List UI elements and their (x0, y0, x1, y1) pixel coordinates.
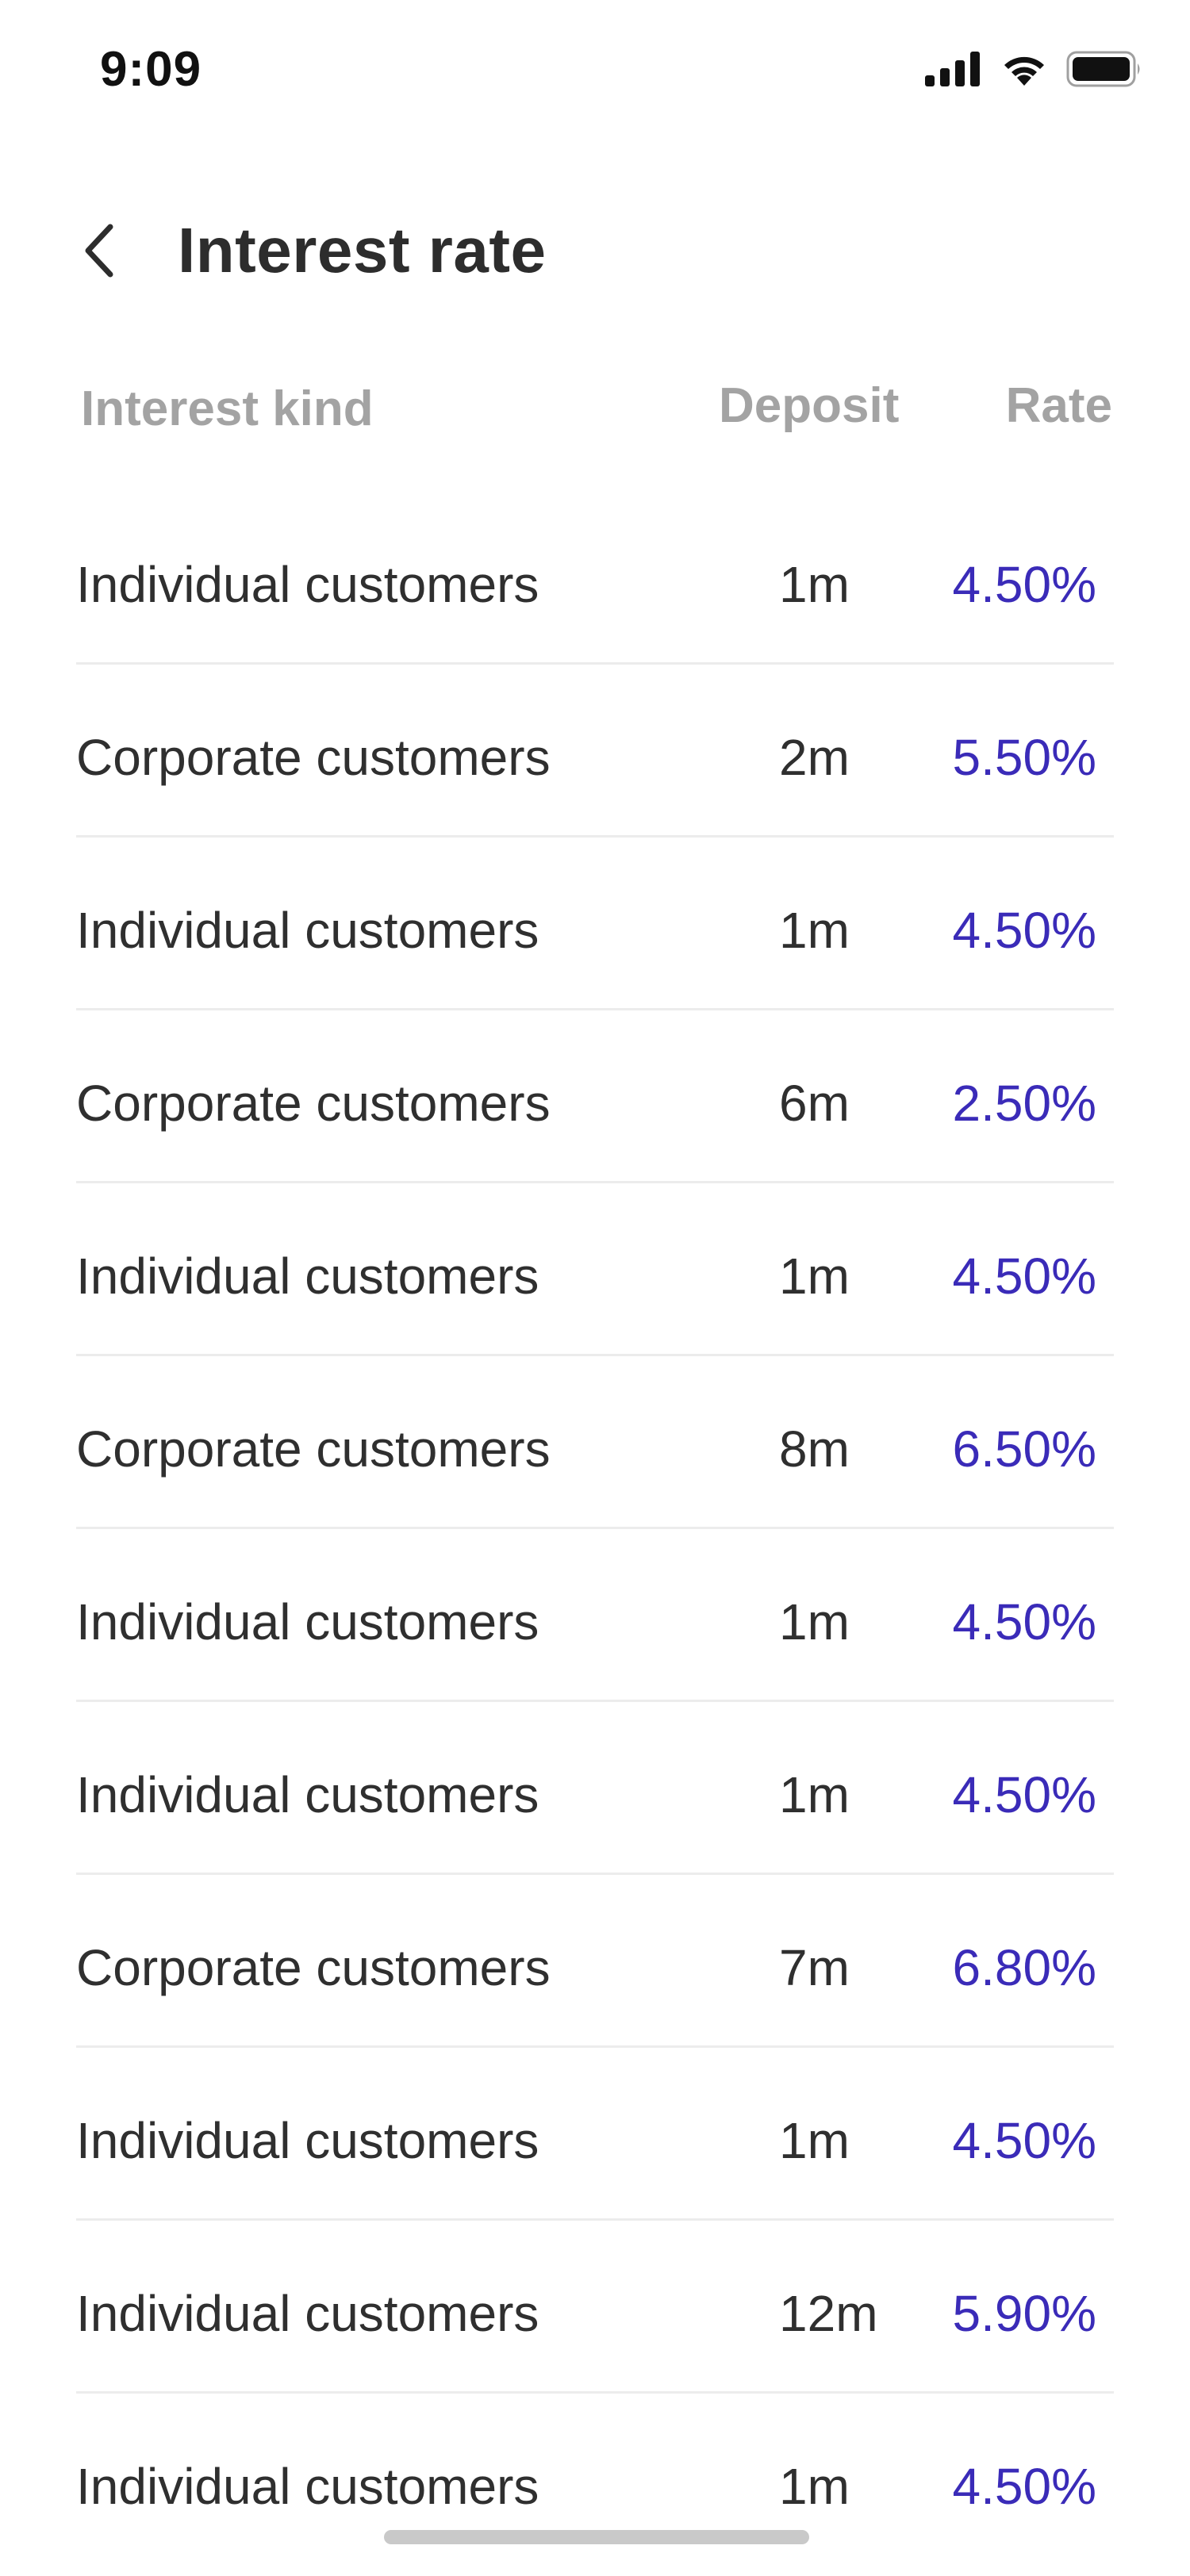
interest-kind: Corporate customers (76, 1420, 551, 1478)
interest-kind: Individual customers (76, 2112, 539, 2169)
deposit-term: 1m (779, 556, 850, 613)
deposit-term: 1m (779, 2458, 850, 2515)
rate-value: 4.50% (952, 902, 1096, 959)
rate-value: 6.80% (952, 1939, 1096, 1996)
table-row[interactable]: Individual customers 1m 4.50% (76, 1183, 1114, 1356)
cellular-signal-icon (925, 52, 982, 90)
table-row[interactable]: Individual customers 1m 4.50% (76, 2048, 1114, 2221)
home-indicator[interactable] (384, 2530, 809, 2544)
deposit-term: 7m (779, 1939, 850, 1996)
table-row[interactable]: Individual customers 12m 5.90% (76, 2221, 1114, 2394)
deposit-term: 1m (779, 2112, 850, 2169)
rate-value: 2.50% (952, 1075, 1096, 1132)
table-row[interactable]: Individual customers 1m 4.50% (76, 838, 1114, 1010)
interest-rate-list: Individual customers 1m 4.50% Corporate … (76, 492, 1114, 2566)
rate-value: 4.50% (952, 1593, 1096, 1650)
table-row[interactable]: Corporate customers 6m 2.50% (76, 1010, 1114, 1183)
rate-value: 5.50% (952, 729, 1096, 786)
status-icons (925, 51, 1142, 91)
table-row[interactable]: Individual customers 1m 4.50% (76, 1529, 1114, 1702)
rate-value: 4.50% (952, 2112, 1096, 2169)
deposit-term: 6m (779, 1075, 850, 1132)
deposit-term: 1m (779, 1766, 850, 1823)
deposit-term: 12m (779, 2285, 878, 2342)
table-header: Interest kind Deposit Rate (0, 373, 1190, 444)
interest-kind: Individual customers (76, 1248, 539, 1305)
status-time: 9:09 (100, 42, 202, 97)
rate-value: 4.50% (952, 556, 1096, 613)
interest-kind: Individual customers (76, 2285, 539, 2342)
rate-value: 4.50% (952, 1766, 1096, 1823)
table-row[interactable]: Individual customers 1m 4.50% (76, 492, 1114, 665)
interest-kind: Individual customers (76, 902, 539, 959)
table-row[interactable]: Corporate customers 7m 6.80% (76, 1875, 1114, 2048)
header: Interest rate (0, 198, 1190, 301)
interest-kind: Individual customers (76, 1593, 539, 1650)
chevron-left-icon (82, 222, 117, 283)
deposit-term: 8m (779, 1420, 850, 1478)
interest-kind: Individual customers (76, 2458, 539, 2515)
deposit-term: 1m (779, 1593, 850, 1650)
table-row[interactable]: Corporate customers 8m 6.50% (76, 1356, 1114, 1529)
table-row[interactable]: Individual customers 1m 4.50% (76, 2394, 1114, 2566)
deposit-term: 1m (779, 1248, 850, 1305)
rate-value: 4.50% (952, 1248, 1096, 1305)
rate-value: 4.50% (952, 2458, 1096, 2515)
rate-value: 6.50% (952, 1420, 1096, 1478)
table-row[interactable]: Corporate customers 2m 5.50% (76, 665, 1114, 838)
back-button[interactable] (71, 220, 127, 284)
interest-kind: Individual customers (76, 556, 539, 613)
wifi-icon (1000, 51, 1049, 91)
battery-icon (1066, 51, 1142, 91)
page-title: Interest rate (178, 215, 547, 286)
column-header-rate: Rate (1005, 378, 1112, 433)
interest-kind: Corporate customers (76, 1939, 551, 1996)
deposit-term: 1m (779, 902, 850, 959)
deposit-term: 2m (779, 729, 850, 786)
interest-kind: Corporate customers (76, 1075, 551, 1132)
interest-kind: Corporate customers (76, 729, 551, 786)
column-header-interest-kind: Interest kind (81, 381, 374, 436)
column-header-deposit: Deposit (719, 378, 900, 433)
table-row[interactable]: Individual customers 1m 4.50% (76, 1702, 1114, 1875)
status-bar: 9:09 (0, 0, 1190, 143)
interest-kind: Individual customers (76, 1766, 539, 1823)
rate-value: 5.90% (952, 2285, 1096, 2342)
